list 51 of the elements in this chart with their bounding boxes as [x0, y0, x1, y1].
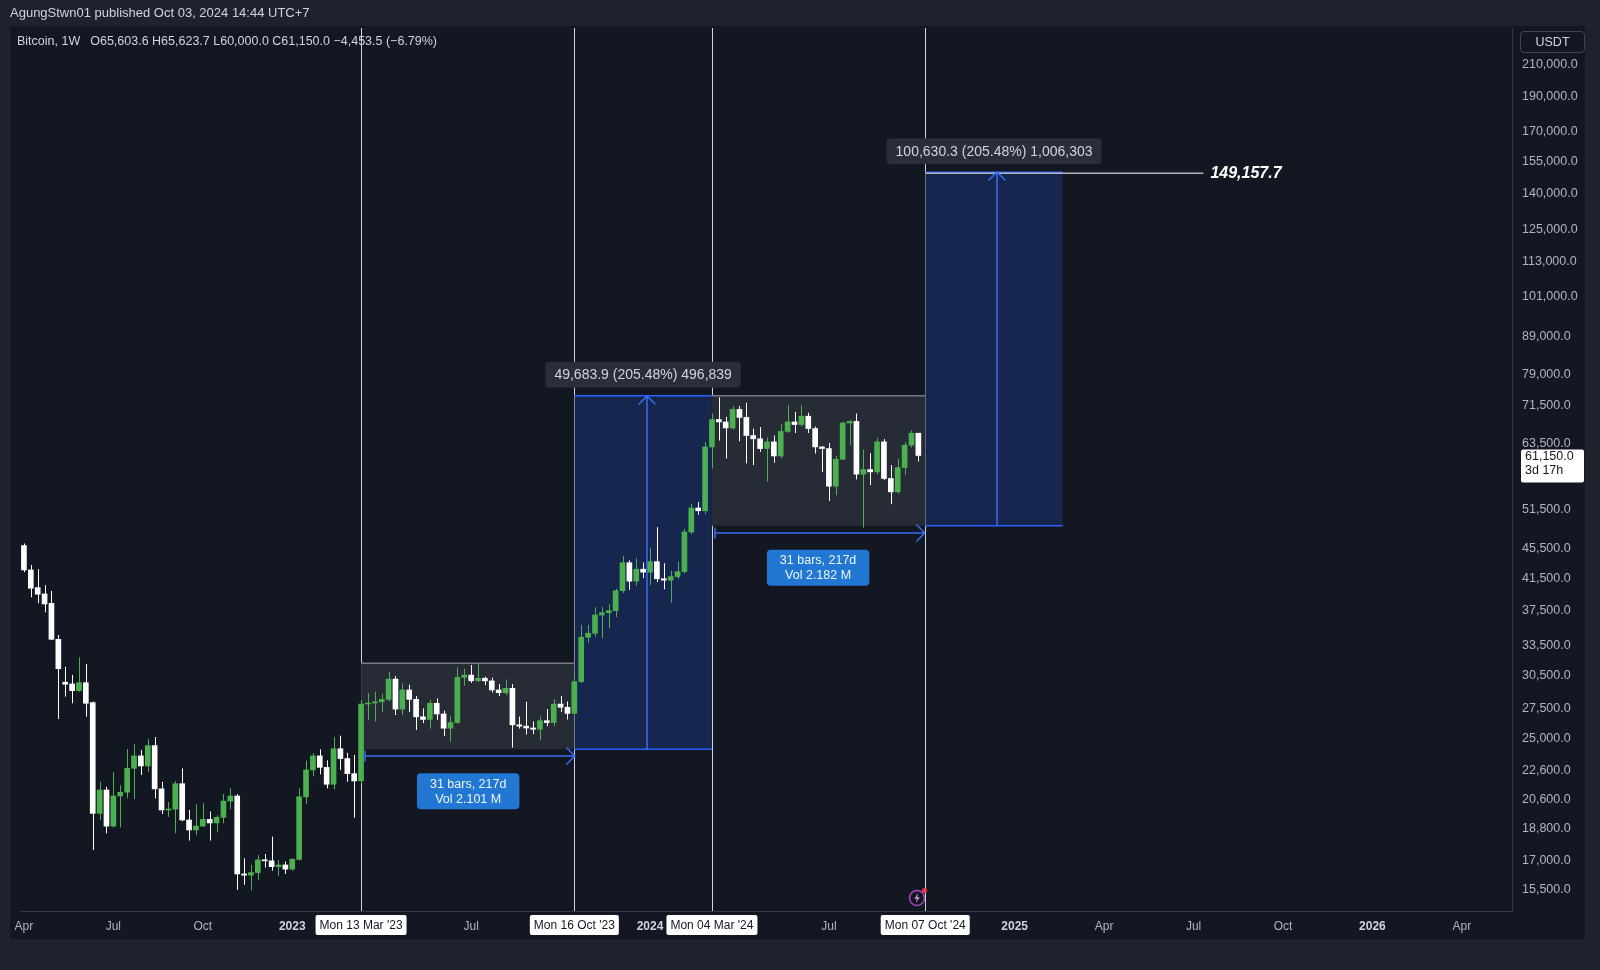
y-tick-label: 190,000.0: [1522, 89, 1578, 104]
x-tick-label: Jul: [821, 918, 837, 933]
y-tick-label: 155,000.0: [1522, 153, 1578, 168]
y-tick-label: 113,000.0: [1522, 253, 1577, 268]
y-tick-label: 170,000.0: [1522, 124, 1578, 139]
annotation: 49,683.9 (205.48%) 496,839: [554, 366, 733, 383]
ref-line-label: Mon 13 Mar '23: [319, 917, 403, 932]
y-tick-label: 79,000.0: [1522, 366, 1571, 381]
y-tick-label: 63,500.0: [1522, 435, 1571, 450]
annotation: 31 bars, 217d Vol 2.182 M: [779, 553, 857, 583]
y-tick-label: 71,500.0: [1522, 398, 1571, 413]
ref-line-label: Mon 16 Oct '23: [533, 917, 616, 932]
x-tick-label: 2023: [278, 918, 306, 933]
x-tick-label: 2024: [636, 918, 664, 933]
x-tick-label: Apr: [14, 918, 34, 933]
ref-line-label: Mon 07 Oct '24: [884, 917, 967, 932]
y-tick-label: 22,600.0: [1522, 762, 1571, 777]
annotation: 149,157.7: [1210, 163, 1283, 181]
x-tick-label: Apr: [1094, 918, 1114, 933]
ref-line-label: Mon 04 Mar '24: [670, 917, 754, 932]
y-tick-label: 30,500.0: [1522, 668, 1571, 683]
y-tick-label: 17,000.0: [1522, 853, 1571, 868]
y-tick-label: 140,000.0: [1522, 185, 1578, 200]
x-tick-label: Oct: [1273, 918, 1293, 933]
y-tick-label: 89,000.0: [1522, 329, 1571, 344]
y-tick-label: 125,000.0: [1522, 221, 1578, 236]
annotation: 100,630.3 (205.48%) 1,006,303: [895, 142, 1093, 159]
text: Bitcoin, 1W: [17, 34, 81, 48]
text: AgungStwn01 published Oct 03, 2024 14:44 UTC+7: [10, 4, 310, 22]
y-tick-label: 210,000.0: [1522, 57, 1578, 72]
x-tick-label: Jul: [105, 918, 122, 933]
text: 61,150.0 3d 17h: [1525, 448, 1574, 478]
y-tick-label: 101,000.0: [1522, 289, 1578, 304]
x-tick-label: Jul: [1185, 918, 1202, 933]
y-tick-label: 20,600.0: [1522, 792, 1571, 807]
x-tick-label: Oct: [193, 918, 213, 933]
y-tick-label: 25,000.0: [1522, 731, 1571, 746]
y-tick-label: 27,500.0: [1522, 700, 1571, 715]
y-tick-label: 15,500.0: [1522, 882, 1571, 897]
y-axis-title: USDT: [1520, 31, 1585, 53]
x-tick-label: Jul: [463, 918, 479, 933]
y-tick-label: 51,500.0: [1522, 502, 1571, 517]
y-tick-label: 33,500.0: [1522, 638, 1571, 653]
x-tick-label: Apr: [1452, 918, 1472, 933]
y-tick-label: 41,500.0: [1522, 570, 1571, 585]
y-tick-label: 45,500.0: [1522, 541, 1571, 556]
y-tick-label: 18,800.0: [1522, 821, 1571, 836]
x-tick-label: 2025: [1001, 918, 1029, 933]
annotation: 31 bars, 217d Vol 2.101 M: [429, 776, 507, 806]
x-tick-label: 2026: [1359, 918, 1387, 933]
y-tick-label: 37,500.0: [1522, 602, 1571, 617]
